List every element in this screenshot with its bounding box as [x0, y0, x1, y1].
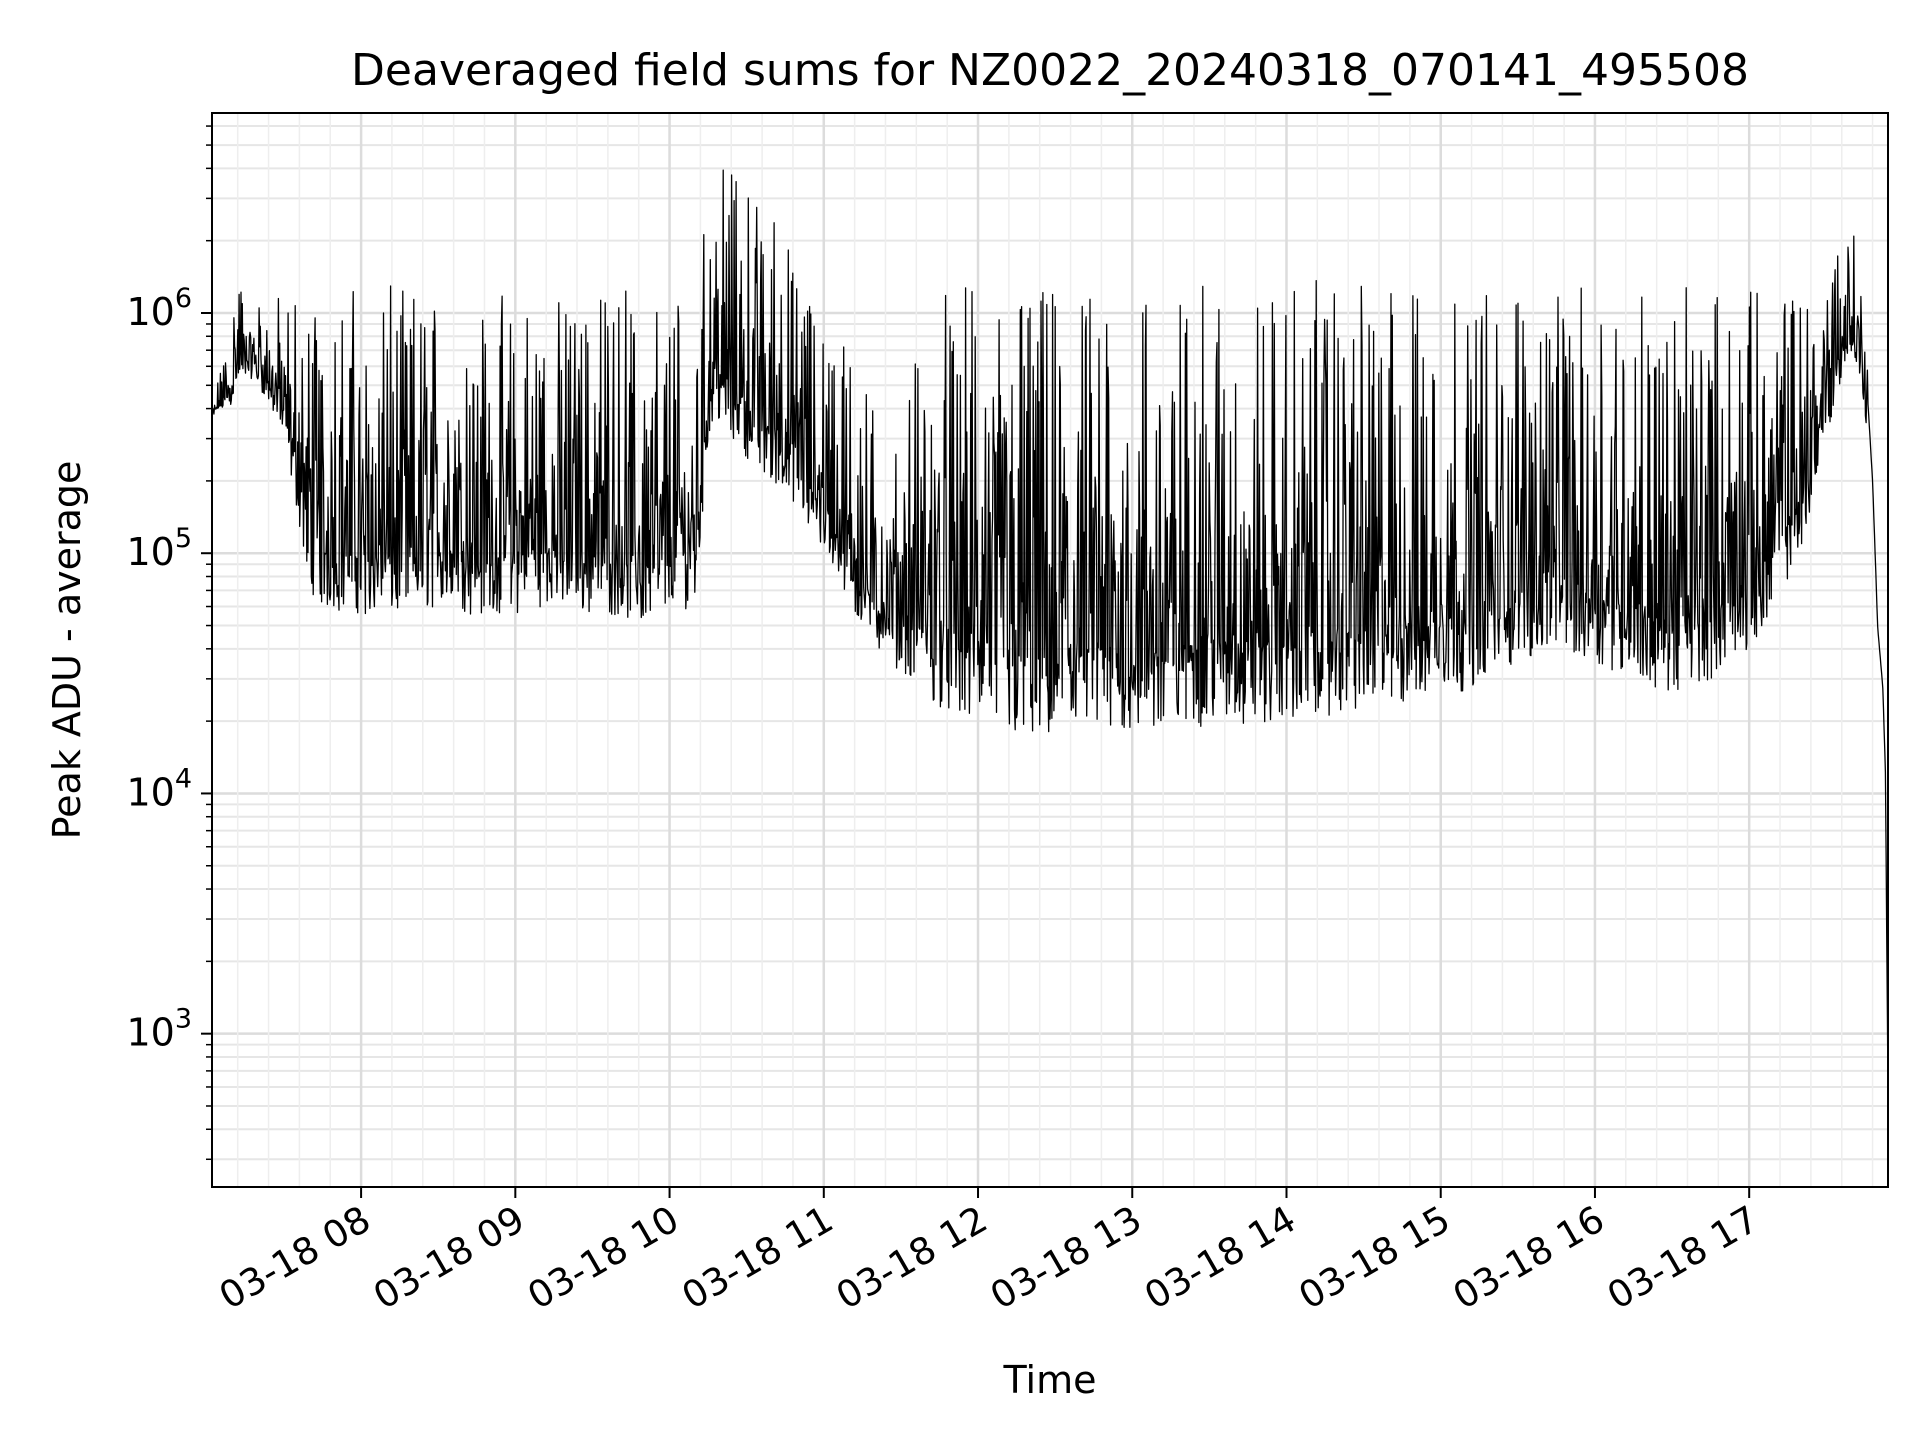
y-tick-exponent: 4 — [175, 763, 192, 794]
plot-area — [211, 169, 1889, 1097]
chart-title: Deaveraged field sums for NZ0022_2024031… — [351, 45, 1749, 96]
series-line — [211, 169, 1889, 1097]
y-axis-label: Peak ADU - average — [45, 461, 89, 840]
y-tick-exponent: 3 — [175, 1004, 192, 1035]
grid-lines — [206, 113, 1888, 1187]
y-tick-exponent: 5 — [175, 523, 192, 554]
axes-frame — [211, 112, 1889, 1188]
y-tick-label: 104 — [126, 763, 192, 814]
y-tick-label: 103 — [126, 1004, 192, 1055]
x-axis-label: Time — [1003, 1358, 1097, 1402]
y-tick-exponent: 6 — [175, 283, 192, 314]
